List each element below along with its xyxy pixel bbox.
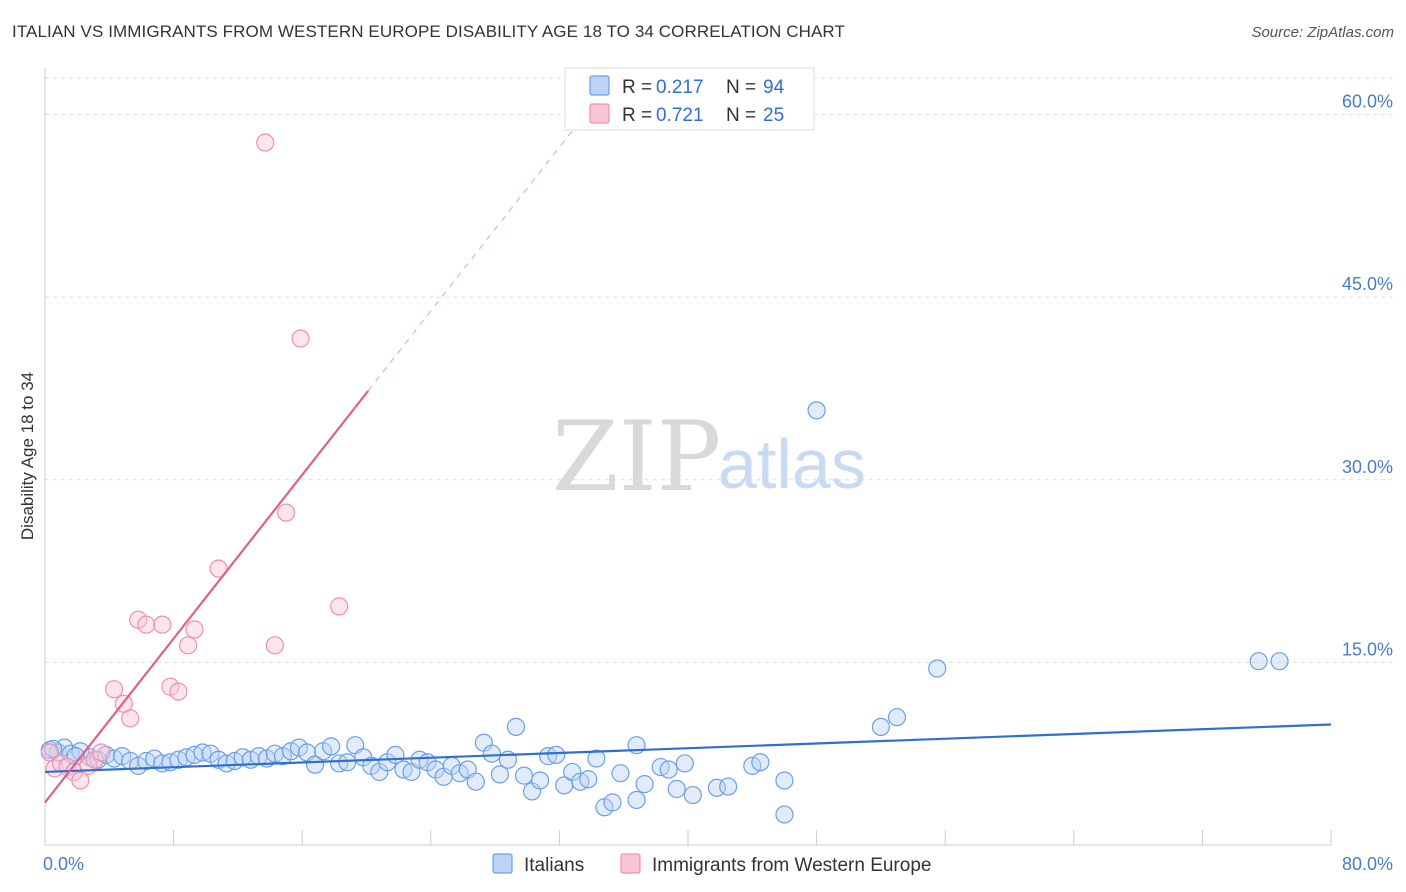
immigrants-points xyxy=(40,133,349,790)
italians-point xyxy=(807,401,826,420)
y-tick-label: 45.0% xyxy=(1342,274,1393,294)
stats-legend: R = 0.217 N = 94 R = 0.721 N = 25 xyxy=(564,67,815,131)
italians-point xyxy=(603,793,622,812)
watermark-zip: ZIP xyxy=(552,401,721,513)
italians-point xyxy=(659,760,678,779)
immigrants-point xyxy=(169,682,188,701)
italians-point xyxy=(751,753,770,772)
italians-point xyxy=(466,772,485,791)
italians-point xyxy=(338,753,357,772)
italians-points xyxy=(40,401,1289,824)
source-label: Source: ZipAtlas.com xyxy=(1251,24,1394,41)
immigrants-point xyxy=(71,771,90,790)
italians-point xyxy=(482,744,501,763)
immigrants-point xyxy=(330,597,349,616)
italians-point xyxy=(579,770,598,789)
italians-point xyxy=(322,737,341,756)
italians-point xyxy=(305,755,325,774)
immigrants-point xyxy=(92,743,111,762)
italians-point xyxy=(635,775,654,794)
immigrants-point xyxy=(137,615,156,634)
legend-immigrants-swatch xyxy=(620,853,641,874)
italians-point xyxy=(547,745,566,765)
immigrants-r-label: R = xyxy=(622,105,652,126)
immigrants-point xyxy=(209,559,228,578)
immigrants-n-label: N = xyxy=(726,105,756,126)
immigrants-point xyxy=(121,709,140,728)
watermark: ZIP atlas xyxy=(552,401,866,513)
y-tick-label: 30.0% xyxy=(1342,457,1393,477)
y-tick-label: 15.0% xyxy=(1342,639,1393,659)
immigrants-point xyxy=(105,680,124,699)
italians-point xyxy=(928,659,947,678)
watermark-atlas: atlas xyxy=(718,425,866,503)
italians-point xyxy=(611,764,630,783)
italians-point xyxy=(1249,652,1268,671)
immigrants-swatch xyxy=(589,103,610,124)
italians-point xyxy=(719,777,738,796)
immigrants-point xyxy=(153,615,172,634)
italians-trend-line xyxy=(44,723,1332,774)
italians-point xyxy=(587,749,606,768)
immigrants-trend-line xyxy=(44,390,369,804)
italians-point xyxy=(887,708,907,727)
legend-immigrants-label: Immigrants from Western Europe xyxy=(652,855,931,876)
italians-point xyxy=(775,771,794,790)
immigrants-point xyxy=(277,503,296,522)
immigrants-point xyxy=(178,636,198,655)
immigrants-trend-extension xyxy=(367,126,576,392)
legend-italians-label: Italians xyxy=(524,855,584,876)
italians-point xyxy=(675,754,694,773)
gridlines xyxy=(45,77,1393,663)
immigrants-r-value: 0.721 xyxy=(656,105,704,126)
axes xyxy=(44,68,1332,846)
immigrants-point xyxy=(291,329,310,348)
y-tick-label: 60.0% xyxy=(1342,92,1393,112)
immigrants-n-value: 25 xyxy=(763,105,784,126)
legend-italians-swatch xyxy=(492,853,513,874)
italians-r-label: R = xyxy=(622,77,652,98)
italians-swatch xyxy=(589,75,610,96)
italians-r-value: 0.217 xyxy=(656,77,704,98)
italians-point xyxy=(871,717,891,737)
italians-n-label: N = xyxy=(726,77,756,98)
italians-point xyxy=(667,779,686,799)
x-tick-label-max: 80.0% xyxy=(1342,854,1393,874)
italians-point xyxy=(506,717,526,737)
italians-point xyxy=(531,771,550,790)
x-tick-label-min: 0.0% xyxy=(43,854,84,874)
immigrants-point xyxy=(185,620,204,639)
italians-n-value: 94 xyxy=(763,77,785,98)
italians-point xyxy=(490,765,510,784)
trend-lines xyxy=(44,126,1332,804)
italians-point xyxy=(627,790,646,810)
italians-point xyxy=(683,785,702,805)
immigrants-point xyxy=(85,750,104,769)
bottom-legend: Italians Immigrants from Western Europe xyxy=(492,853,931,876)
immigrants-point xyxy=(265,636,284,655)
y-tick-labels: 15.0% 30.0% 45.0% 60.0% xyxy=(1342,92,1393,660)
chart-title: ITALIAN VS IMMIGRANTS FROM WESTERN EUROP… xyxy=(12,22,845,41)
italians-point xyxy=(1270,652,1289,671)
italians-point xyxy=(775,805,794,824)
immigrants-point xyxy=(256,133,275,152)
y-axis-label: Disability Age 18 to 34 xyxy=(18,372,37,540)
italians-point xyxy=(514,766,534,785)
